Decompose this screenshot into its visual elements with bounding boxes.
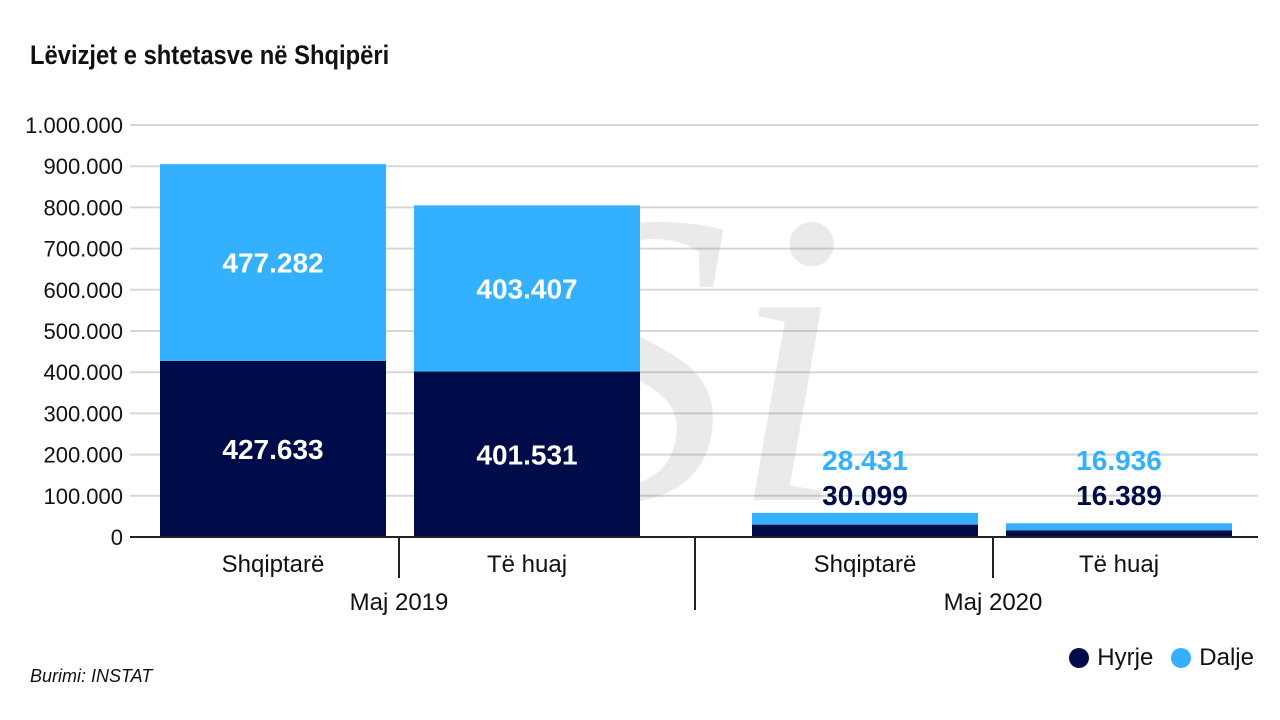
- y-tick-label: 1.000.000: [25, 113, 123, 138]
- x-tick-label: Shqiptarë: [222, 551, 325, 578]
- y-tick-label: 700.000: [43, 237, 123, 262]
- y-tick-label: 800.000: [43, 195, 123, 220]
- legend-swatch: [1171, 648, 1192, 668]
- y-tick-label: 300.000: [43, 401, 123, 426]
- x-tick-label: Shqiptarë: [814, 551, 917, 578]
- bar-dalje: [1006, 523, 1232, 531]
- x-group-label: Maj 2020: [944, 589, 1043, 616]
- legend: Hyrje Dalje: [1069, 644, 1254, 672]
- data-label: 30.099: [822, 480, 908, 511]
- y-tick-label: 100.000: [43, 484, 123, 509]
- y-tick-label: 900.000: [43, 154, 123, 179]
- chart-title: Lëvizjet e shtetasve në Shqipëri: [30, 40, 390, 70]
- source-note: Burimi: INSTAT: [30, 666, 153, 686]
- bar-dalje: [414, 205, 640, 372]
- y-tick-label: 200.000: [43, 443, 123, 468]
- x-tick-label: Të huaj: [1079, 551, 1159, 578]
- legend-item-dalje: Dalje: [1171, 644, 1254, 672]
- data-label: 28.431: [822, 445, 908, 476]
- y-tick-label: 500.000: [43, 319, 123, 344]
- y-tick-label: 0: [111, 525, 123, 550]
- bar-dalje: [752, 512, 978, 525]
- data-label: 16.936: [1076, 445, 1162, 476]
- bar-hyrje: [1006, 530, 1232, 537]
- data-label: 477.282: [222, 247, 323, 278]
- bar-hyrje: [160, 360, 386, 537]
- bar-dalje: [160, 164, 386, 361]
- x-group-label: Maj 2019: [350, 589, 449, 616]
- legend-label: Hyrje: [1097, 644, 1154, 671]
- x-tick-label: Të huaj: [487, 551, 567, 578]
- bar-hyrje: [414, 371, 640, 537]
- data-label: 403.407: [476, 273, 577, 304]
- data-label: 16.389: [1076, 480, 1162, 511]
- data-label: 427.633: [222, 434, 323, 465]
- bar-hyrje: [752, 524, 978, 537]
- legend-label: Dalje: [1199, 644, 1254, 671]
- data-label: 401.531: [476, 439, 577, 470]
- legend-item-hyrje: Hyrje: [1069, 644, 1153, 672]
- legend-swatch: [1069, 648, 1090, 668]
- y-tick-label: 400.000: [43, 360, 123, 385]
- y-tick-label: 600.000: [43, 278, 123, 303]
